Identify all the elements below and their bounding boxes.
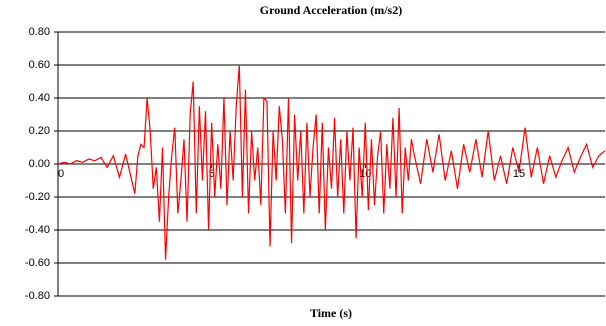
- y-tick-label: 0.60: [29, 59, 50, 71]
- x-axis-label: Time (s): [310, 306, 352, 320]
- y-tick-label: -0.80: [25, 290, 50, 302]
- x-tick-label: 10: [359, 168, 371, 180]
- y-tick-label: -0.60: [25, 257, 50, 269]
- y-tick-label: -0.20: [25, 191, 50, 203]
- chart-title: Ground Acceleration (m/s2): [260, 3, 402, 17]
- x-tick-label: 5: [209, 168, 215, 180]
- y-tick-label: -0.40: [25, 224, 50, 236]
- data-line: [57, 64, 606, 260]
- y-tick-label: 0.80: [29, 26, 50, 38]
- y-tick-label: 0.00: [29, 158, 50, 170]
- x-tick-label: 15: [513, 168, 525, 180]
- y-tick-label: 0.40: [29, 92, 50, 104]
- x-tick-label: 0: [58, 168, 64, 180]
- y-tick-label: 0.20: [29, 125, 50, 137]
